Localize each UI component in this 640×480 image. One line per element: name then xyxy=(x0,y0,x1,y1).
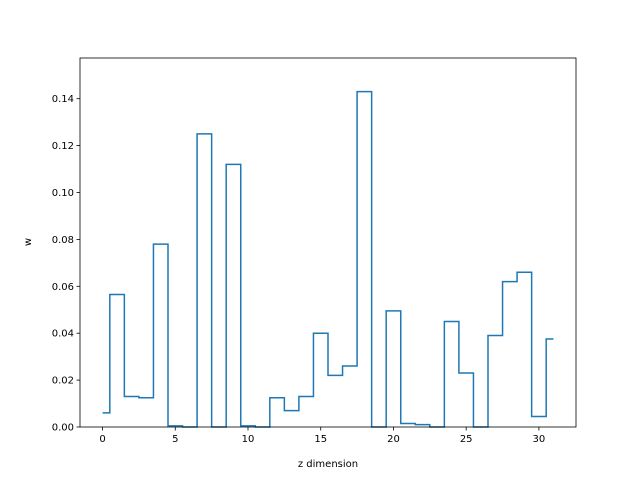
y-tick-label: 0.02 xyxy=(52,376,74,387)
y-tick-label: 0.08 xyxy=(52,235,74,246)
x-tick-label: 25 xyxy=(460,434,473,445)
x-tick-label: 0 xyxy=(99,434,105,445)
y-tick-label: 0.00 xyxy=(52,423,74,434)
y-axis-label: w xyxy=(23,238,34,246)
y-tick-label: 0.12 xyxy=(52,141,74,152)
y-tick-label: 0.06 xyxy=(52,282,74,293)
x-axis-label: z dimension xyxy=(298,459,358,470)
x-tick-label: 20 xyxy=(387,434,400,445)
axes: 0 5 10 15 20 25 30 0.00 0.02 0.04 0.06 0.08 0.10 0.12… xyxy=(52,57,577,445)
y-tick-label: 0.10 xyxy=(52,188,74,199)
x-tick-label: 30 xyxy=(533,434,546,445)
y-tick-label: 0.04 xyxy=(52,329,74,340)
y-tick-label: 0.14 xyxy=(52,94,74,105)
x-tick-label: 5 xyxy=(172,434,178,445)
x-tick-label: 15 xyxy=(314,434,327,445)
axes-frame xyxy=(79,57,577,428)
x-tick-label: 10 xyxy=(242,434,255,445)
